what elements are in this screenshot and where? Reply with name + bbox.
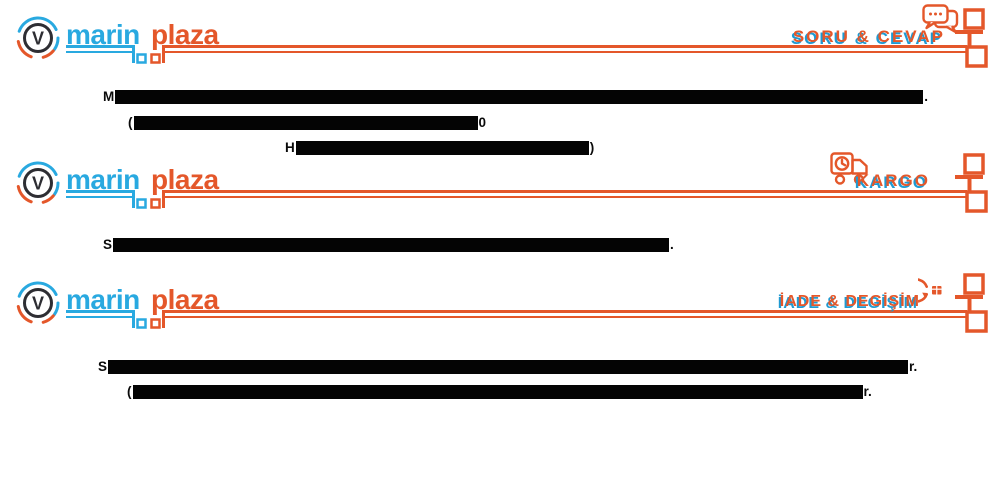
visible-text-fragment: r.: [863, 384, 872, 399]
brand-logo: [12, 153, 227, 211]
visible-text-fragment: ): [589, 140, 595, 155]
brand-logo: [12, 273, 227, 331]
redaction-bar: [108, 360, 909, 374]
divider-line: [215, 45, 967, 48]
divider-line-thin: [215, 196, 967, 198]
section-kargo: KARGO S.: [0, 145, 1000, 265]
visible-text-fragment: (: [128, 115, 133, 130]
redacted-text-line: (0: [128, 116, 486, 131]
visible-text-fragment: .: [670, 237, 674, 252]
visible-text-fragment: .: [924, 89, 929, 104]
section-soru-cevap: SORU & CEVAP M. (0 H): [0, 0, 1000, 160]
redaction-bar: [115, 90, 924, 104]
redacted-text-line: H): [285, 141, 594, 156]
redacted-text-line: S.: [103, 238, 674, 253]
divider-line: [215, 310, 967, 313]
divider-line: [215, 190, 967, 193]
visible-text-fragment: M: [103, 89, 115, 104]
redaction-bar: [132, 385, 863, 399]
divider-line-thin: [215, 316, 967, 318]
redaction-bar: [133, 116, 478, 130]
redaction-bar: [113, 238, 670, 252]
divider-line-thin: [215, 51, 967, 53]
corner-bracket-decoration: [950, 153, 990, 215]
visible-text-fragment: H: [285, 140, 295, 155]
corner-bracket-decoration: [950, 273, 990, 335]
delivery-truck-icon: [830, 152, 868, 185]
section-heading-iade-degisim: İADE & DEGİŞİM: [779, 293, 920, 310]
visible-text-fragment: r.: [909, 359, 918, 374]
visible-text-fragment: (: [127, 384, 132, 399]
redacted-text-line: ( r.: [127, 385, 872, 400]
redaction-bar: [295, 141, 589, 155]
redacted-text-line: M.: [103, 90, 928, 105]
return-exchange-icon: [918, 278, 942, 303]
visible-text-fragment: S: [98, 359, 108, 374]
chat-bubbles-icon: [922, 4, 959, 34]
brand-logo: [12, 8, 227, 66]
visible-text-fragment: 0: [478, 115, 487, 130]
section-heading-soru-cevap: SORU & CEVAP: [792, 27, 945, 46]
section-heading-kargo: KARGO: [856, 171, 930, 190]
visible-text-fragment: S: [103, 237, 113, 252]
